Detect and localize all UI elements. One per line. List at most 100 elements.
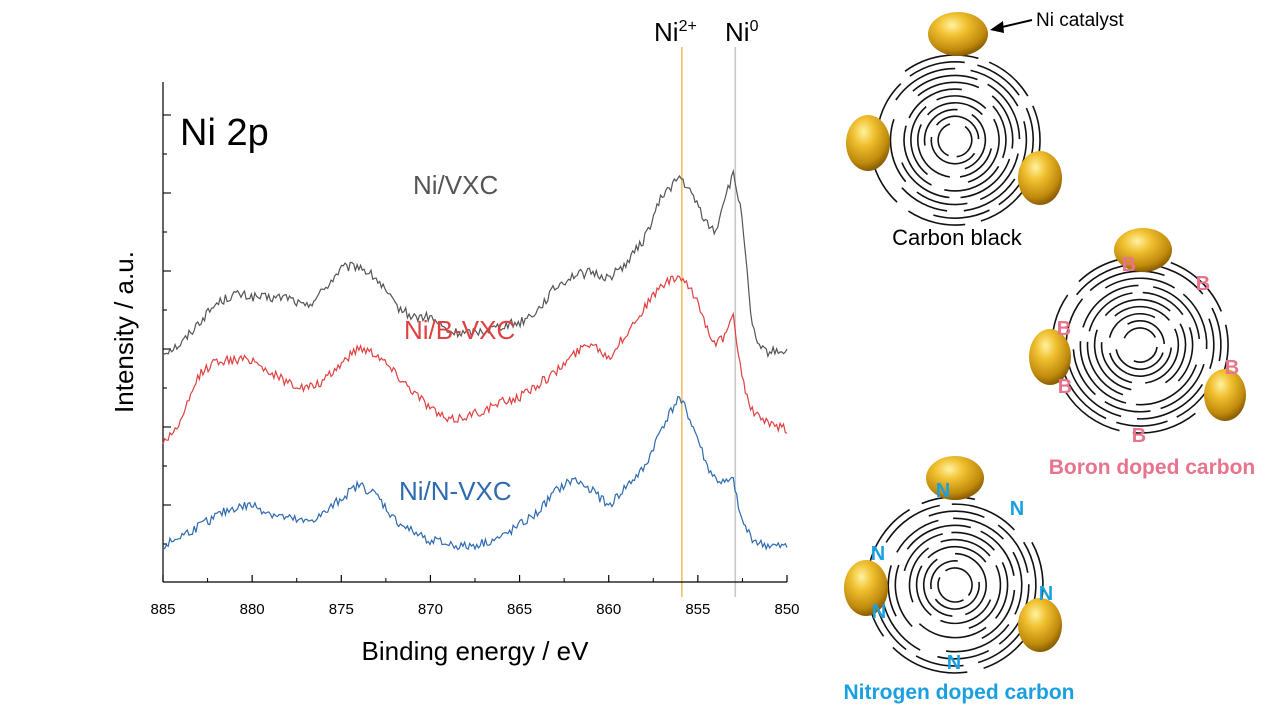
x-tick-label: 855	[685, 601, 710, 618]
graphitic-layer-arc	[980, 530, 1015, 576]
graphitic-layer-arc	[963, 178, 1016, 212]
ni-particle-top	[1114, 228, 1172, 272]
graphitic-layer-arc	[1104, 401, 1151, 413]
graphitic-layer-arc	[937, 123, 951, 157]
graphitic-layer-arc	[951, 531, 995, 551]
ni-particle-top	[928, 12, 988, 56]
graphitic-layer-arc	[967, 118, 1000, 183]
graphitic-layer-arc	[922, 558, 953, 617]
ni-particle-right	[1018, 151, 1062, 205]
graphitic-layer-arc	[960, 158, 1011, 199]
graphitic-layer-arc	[953, 517, 1004, 540]
nitrogen-doped-particle: N N N N N N Nitrogen doped carbon	[844, 456, 1075, 704]
graphitic-layer-arc	[904, 54, 979, 72]
boron-doped-caption: Boron doped carbon	[1049, 456, 1256, 479]
graphitic-layer-arc	[977, 64, 1020, 96]
y-axis-ticks	[163, 114, 171, 545]
graphitic-layer-arc	[934, 581, 980, 610]
graphitic-layer-arc	[933, 209, 990, 219]
series-line-ni-vxc	[162, 168, 788, 359]
graphitic-layer-arc	[1208, 318, 1215, 370]
graphitic-layer-arc	[1211, 307, 1222, 362]
graphitic-layer-arc	[1012, 551, 1023, 615]
graphitic-layer-arc	[1072, 349, 1096, 396]
ni-particle-left	[844, 560, 888, 616]
graphitic-layer-arc	[940, 599, 992, 625]
graphitic-layer-arc	[1170, 261, 1223, 312]
graphitic-layer-arc	[918, 623, 987, 639]
graphitic-layer-arc	[1104, 277, 1176, 289]
carbon-black-rings	[869, 54, 1041, 226]
y-axis-title: Intensity / a.u.	[109, 251, 139, 413]
dopant-label: N	[872, 601, 886, 623]
graphitic-layer-arc	[1088, 292, 1133, 332]
graphitic-layer-arc	[956, 125, 973, 158]
graphitic-layer-arc	[1142, 291, 1184, 316]
nitrogen-doped-caption: Nitrogen doped carbon	[844, 681, 1075, 704]
graphitic-layer-arc	[1093, 329, 1132, 391]
dopant-label: B	[1196, 273, 1210, 295]
graphitic-layer-arc	[1104, 298, 1171, 317]
x-tick-label: 850	[774, 601, 799, 618]
ni-catalyst-callout: Ni catalyst	[990, 10, 1124, 33]
graphitic-layer-arc	[1114, 305, 1171, 321]
graphitic-layer-arc	[1082, 284, 1139, 328]
graphitic-layer-arc	[951, 503, 1015, 531]
dopant-label: N	[1039, 583, 1053, 605]
graphitic-layer-arc	[1132, 412, 1196, 434]
graphitic-layer-arc	[896, 519, 939, 553]
callout-text: Ni catalyst	[1036, 10, 1124, 31]
x-tick-label: 875	[329, 601, 354, 618]
graphitic-layer-arc	[930, 136, 976, 165]
graphitic-layer-arc	[930, 560, 958, 590]
graphitic-layer-arc	[954, 552, 987, 616]
nitrogen-dopant-labels: N N N N N N	[871, 480, 1053, 674]
series-line-ni-n-vxc	[162, 395, 788, 551]
graphitic-layer-arc	[970, 69, 1019, 107]
graphitic-layer-arc	[945, 624, 1010, 653]
graphitic-layer-arc	[910, 105, 928, 176]
boron-doped-particle: B B B B B B Boron doped carbon	[1029, 228, 1255, 479]
graphitic-layer-arc	[912, 74, 978, 92]
graphitic-layer-arc	[997, 524, 1029, 573]
dopant-label: B	[1132, 425, 1146, 447]
graphitic-layer-arc	[981, 589, 1016, 640]
graphitic-layer-arc	[1086, 341, 1124, 396]
graphitic-layer-arc	[992, 105, 1007, 159]
series-line-ni-b-vxc	[162, 275, 788, 444]
graphitic-layer-arc	[994, 562, 1009, 619]
graphitic-layer-arc	[885, 504, 940, 543]
graphitic-layer-arc	[928, 510, 985, 519]
graphitic-layer-arc	[959, 148, 993, 178]
catalyst-schematics: Carbon black Ni catalyst B B B B B B Boron do…	[844, 10, 1256, 704]
carbon-black-particle: Carbon black	[846, 12, 1062, 250]
graphitic-layer-arc	[923, 108, 958, 146]
graphitic-layer-arc	[915, 655, 964, 667]
graphitic-layer-arc	[937, 576, 964, 603]
graphitic-layer-arc	[1160, 363, 1205, 410]
callout-arrow-line	[997, 19, 1033, 29]
graphitic-layer-arc	[944, 165, 1000, 192]
panel-label: Ni 2p	[180, 112, 269, 154]
graphitic-layer-arc	[907, 210, 966, 226]
graphitic-layer-arc	[917, 124, 950, 178]
graphitic-layer-arc	[1100, 342, 1133, 384]
reference-lines	[681, 47, 737, 597]
ni-particle-top	[926, 456, 984, 500]
graphitic-layer-arc	[1164, 323, 1187, 384]
graphitic-layer-arc	[940, 538, 991, 557]
ni-particle-right	[1018, 598, 1062, 652]
dopant-label: B	[1122, 254, 1136, 276]
graphitic-layer-arc	[935, 115, 980, 140]
graphitic-layer-arc	[895, 67, 956, 101]
graphitic-layer-arc	[1089, 270, 1165, 292]
graphitic-layer-arc	[1068, 366, 1122, 418]
dopant-label: N	[871, 543, 885, 565]
graphitic-layer-arc	[1062, 371, 1107, 420]
graphitic-layer-arc	[987, 83, 1021, 140]
graphitic-layer-arc	[908, 88, 962, 119]
graphitic-layer-arc	[1116, 420, 1168, 427]
carbon-black-caption: Carbon black	[892, 225, 1023, 250]
xps-chart: 885 880 875 870 865 860 855 850 Ni 2p Ni/VXC Ni…	[109, 17, 800, 666]
graphitic-layer-arc	[903, 533, 943, 572]
